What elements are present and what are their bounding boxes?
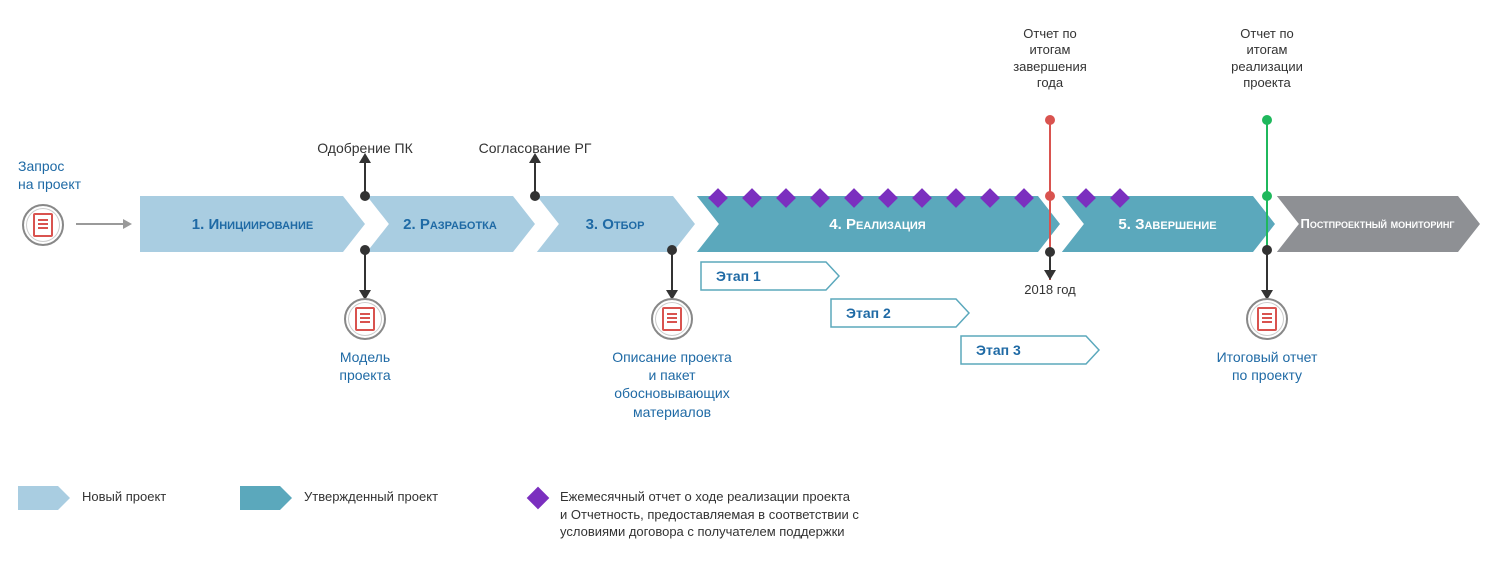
svg-text:Этап 3: Этап 3 — [976, 342, 1021, 358]
phase-label-p2: 2. Разработка — [365, 216, 535, 233]
phase-label-p4: 4. Реализация — [695, 216, 1060, 233]
svg-text:Этап 2: Этап 2 — [846, 305, 891, 321]
svg-text:Этап 1: Этап 1 — [716, 268, 761, 284]
report-blackline-year_end — [1049, 252, 1051, 272]
doc-label-model: Модель проекта — [275, 348, 455, 384]
phase-p1: 1. Инициирование — [140, 196, 365, 252]
anno-label-odobrenie: Одобрение ПК — [285, 140, 445, 156]
request-arrow-head — [123, 219, 132, 229]
legend-label-2: Ежемесячный отчет о ходе реализации прое… — [560, 488, 859, 541]
phase-label-p1: 1. Инициирование — [140, 216, 365, 233]
request-doc-icon — [22, 204, 64, 246]
report-label-proj_end: Отчет по итогам реализации проекта — [1207, 26, 1327, 91]
legend-shape-1 — [240, 486, 292, 510]
doc-line-itog — [1266, 254, 1268, 294]
anno-line-soglas — [534, 162, 536, 196]
anno-label-soglas: Согласование РГ — [455, 140, 615, 156]
phase-p2: 2. Разработка — [365, 196, 535, 252]
doc-icon-opis — [651, 298, 693, 340]
doc-line-model — [364, 254, 366, 294]
doc-icon-model — [344, 298, 386, 340]
report-dot-mid-year_end — [1045, 191, 1055, 201]
report-dot-top-year_end — [1045, 115, 1055, 125]
doc-icon-itog — [1246, 298, 1288, 340]
phase-p6: Постпроектный мониторинг — [1275, 196, 1480, 252]
report-arrow-year_end — [1044, 270, 1056, 280]
doc-label-opis: Описание проекта и пакет обосновывающих … — [582, 348, 762, 421]
doc-line-opis — [671, 254, 673, 294]
report-line-proj_end — [1266, 120, 1268, 252]
legend-label-0: Новый проект — [82, 488, 166, 506]
phase-label-p3: 3. Отбор — [535, 216, 695, 233]
phase-label-p5: 5. Завершение — [1060, 216, 1275, 233]
stage-s2: Этап 2 — [830, 298, 970, 328]
request-label: Запрос на проект — [18, 158, 81, 193]
stage-s3: Этап 3 — [960, 335, 1100, 365]
report-dot-top-proj_end — [1262, 115, 1272, 125]
report-dot-mid-proj_end — [1262, 191, 1272, 201]
report-below-label-year_end: 2018 год — [1000, 282, 1100, 297]
phase-p3: 3. Отбор — [535, 196, 695, 252]
report-label-year_end: Отчет по итогам завершения года — [990, 26, 1110, 91]
legend-label-1: Утвержденный проект — [304, 488, 438, 506]
phase-p5: 5. Завершение — [1060, 196, 1275, 252]
doc-label-itog: Итоговый отчет по проекту — [1177, 348, 1357, 384]
legend-shape-0 — [18, 486, 70, 510]
stage-s1: Этап 1 — [700, 261, 840, 291]
anno-line-odobrenie — [364, 162, 366, 196]
phase-label-p6: Постпроектный мониторинг — [1275, 217, 1480, 231]
legend-shape-2 — [527, 487, 550, 510]
request-arrow-line — [76, 223, 123, 225]
